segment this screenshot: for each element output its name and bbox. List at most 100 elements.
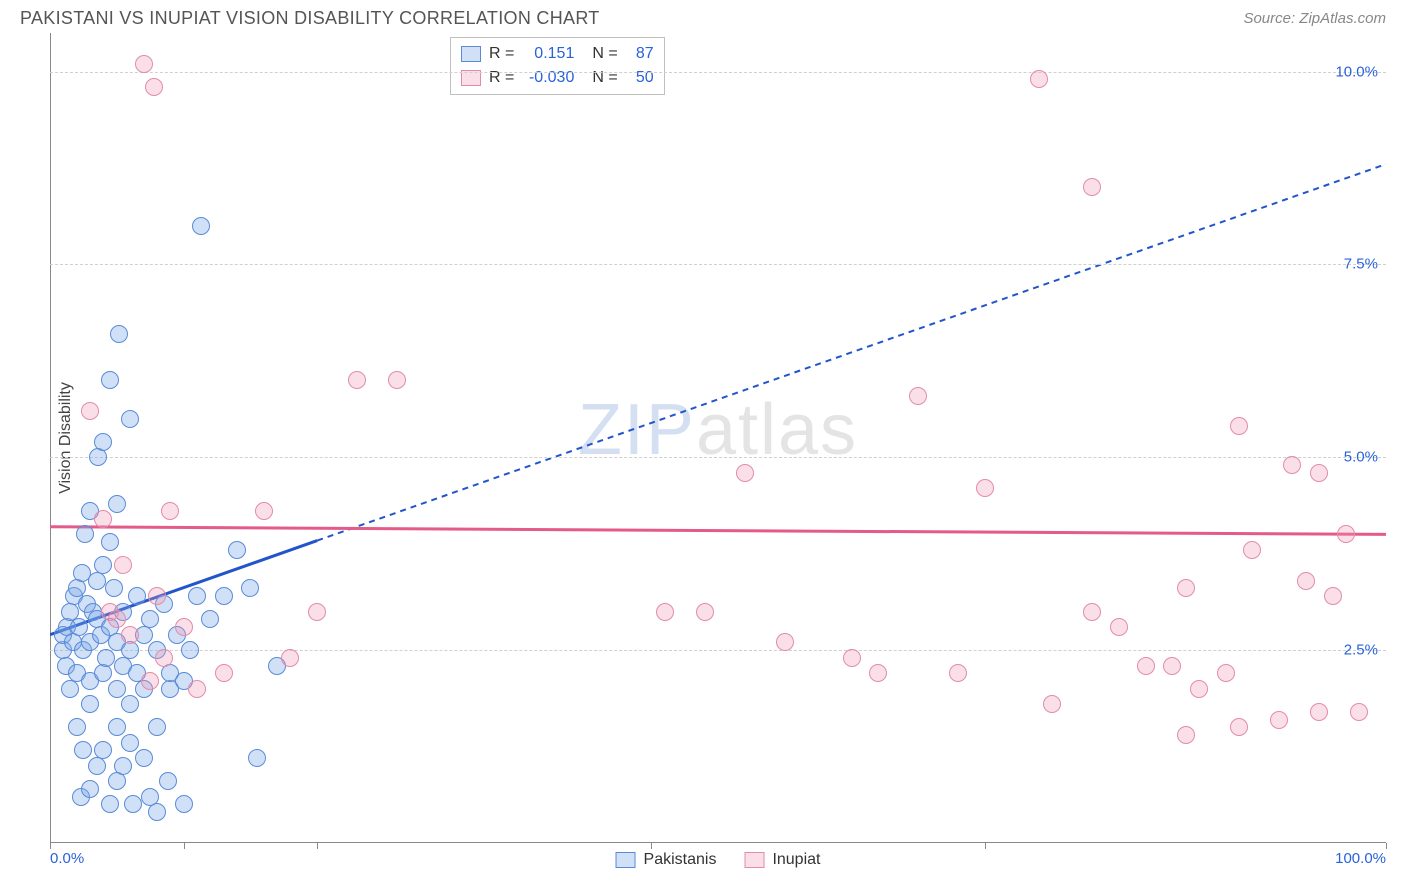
r-label: R = xyxy=(489,66,514,90)
data-point xyxy=(1230,417,1248,435)
data-point xyxy=(215,587,233,605)
n-value: 50 xyxy=(626,66,654,90)
data-point xyxy=(175,795,193,813)
data-point xyxy=(124,795,142,813)
data-point xyxy=(89,448,107,466)
chart-container: Vision Disability ZIPatlas R =0.151N =87… xyxy=(40,33,1386,843)
r-value: -0.030 xyxy=(522,66,574,90)
data-point xyxy=(241,579,259,597)
data-point xyxy=(696,603,714,621)
data-point xyxy=(94,510,112,528)
data-point xyxy=(114,757,132,775)
data-point xyxy=(281,649,299,667)
y-tick-label: 10.0% xyxy=(1335,63,1378,80)
legend-swatch xyxy=(616,852,636,868)
data-point xyxy=(976,479,994,497)
stat-row: R = 0.151 N = 87 xyxy=(461,42,654,66)
data-point xyxy=(201,610,219,628)
data-point xyxy=(128,587,146,605)
data-point xyxy=(1083,178,1101,196)
data-point xyxy=(145,78,163,96)
gridline xyxy=(50,650,1386,651)
y-tick-label: 2.5% xyxy=(1344,642,1378,659)
data-point xyxy=(94,741,112,759)
data-point xyxy=(101,533,119,551)
data-point xyxy=(1243,541,1261,559)
data-point xyxy=(108,610,126,628)
x-tick xyxy=(317,843,318,849)
gridline xyxy=(50,72,1386,73)
data-point xyxy=(101,795,119,813)
data-point xyxy=(192,217,210,235)
data-point xyxy=(1177,726,1195,744)
data-point xyxy=(148,803,166,821)
x-tick xyxy=(985,843,986,849)
data-point xyxy=(248,749,266,767)
data-point xyxy=(1337,525,1355,543)
series-swatch xyxy=(461,46,481,62)
data-point xyxy=(348,371,366,389)
y-tick-label: 5.0% xyxy=(1344,449,1378,466)
y-axis xyxy=(50,33,51,843)
data-point xyxy=(1110,618,1128,636)
data-point xyxy=(68,718,86,736)
data-point xyxy=(61,680,79,698)
y-tick-label: 7.5% xyxy=(1344,256,1378,273)
r-value: 0.151 xyxy=(522,42,574,66)
data-point xyxy=(843,649,861,667)
legend-label: Pakistanis xyxy=(644,851,717,869)
x-axis xyxy=(50,842,1386,843)
data-point xyxy=(1163,657,1181,675)
legend-item: Inupiat xyxy=(744,851,820,869)
data-point xyxy=(148,587,166,605)
data-point xyxy=(110,325,128,343)
n-label: N = xyxy=(592,66,617,90)
data-point xyxy=(215,664,233,682)
gridline xyxy=(50,264,1386,265)
data-point xyxy=(121,695,139,713)
n-value: 87 xyxy=(626,42,654,66)
data-point xyxy=(148,718,166,736)
data-point xyxy=(94,556,112,574)
data-point xyxy=(121,734,139,752)
data-point xyxy=(1230,718,1248,736)
data-point xyxy=(1324,587,1342,605)
data-point xyxy=(1043,695,1061,713)
data-point xyxy=(1217,664,1235,682)
data-point xyxy=(101,371,119,389)
x-tick xyxy=(1386,843,1387,849)
data-point xyxy=(175,618,193,636)
legend-swatch xyxy=(744,852,764,868)
data-point xyxy=(94,433,112,451)
x-tick-label: 0.0% xyxy=(50,850,84,867)
x-tick-label: 100.0% xyxy=(1335,850,1386,867)
data-point xyxy=(76,525,94,543)
data-point xyxy=(949,664,967,682)
data-point xyxy=(135,55,153,73)
data-point xyxy=(94,664,112,682)
data-point xyxy=(108,718,126,736)
data-point xyxy=(88,572,106,590)
r-label: R = xyxy=(489,42,514,66)
data-point xyxy=(869,664,887,682)
data-point xyxy=(141,610,159,628)
chart-title: PAKISTANI VS INUPIAT VISION DISABILITY C… xyxy=(20,8,600,29)
data-point xyxy=(255,502,273,520)
data-point xyxy=(88,757,106,775)
plot-area: ZIPatlas R =0.151N =87R =-0.030N =50 Pak… xyxy=(50,33,1386,843)
data-point xyxy=(1177,579,1195,597)
data-point xyxy=(1030,70,1048,88)
data-point xyxy=(121,626,139,644)
gridline xyxy=(50,457,1386,458)
n-label: N = xyxy=(592,42,617,66)
data-point xyxy=(188,587,206,605)
data-point xyxy=(135,749,153,767)
data-point xyxy=(74,741,92,759)
data-point xyxy=(1190,680,1208,698)
data-point xyxy=(155,649,173,667)
data-point xyxy=(188,680,206,698)
data-point xyxy=(161,502,179,520)
data-point xyxy=(114,556,132,574)
trend-lines xyxy=(50,33,1386,843)
data-point xyxy=(181,641,199,659)
